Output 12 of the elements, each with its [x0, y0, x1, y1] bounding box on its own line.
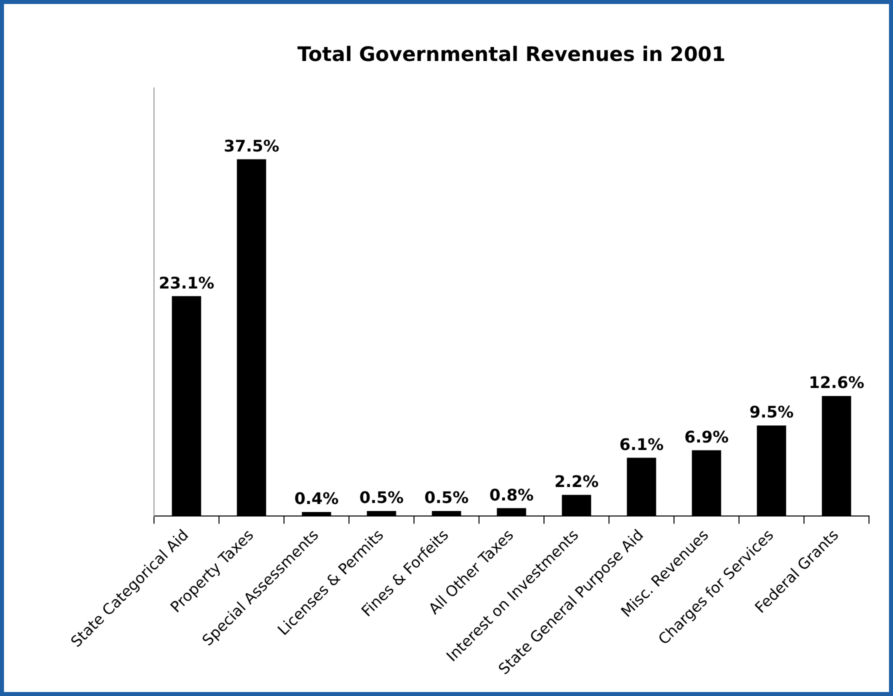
data-label: 23.1%: [158, 273, 214, 292]
data-label: 12.6%: [808, 373, 864, 392]
data-label: 9.5%: [749, 402, 794, 422]
data-label: 6.9%: [684, 427, 729, 446]
data-label: 0.5%: [424, 488, 469, 508]
data-label: 0.4%: [294, 489, 339, 508]
data-label: 0.8%: [489, 485, 534, 504]
chart-title: Total Governmental Revenues in 2001: [297, 42, 726, 66]
data-label: 6.1%: [619, 434, 664, 454]
data-label: 37.5%: [224, 136, 280, 156]
data-label: 2.2%: [554, 472, 599, 492]
data-label: 0.5%: [359, 488, 404, 508]
